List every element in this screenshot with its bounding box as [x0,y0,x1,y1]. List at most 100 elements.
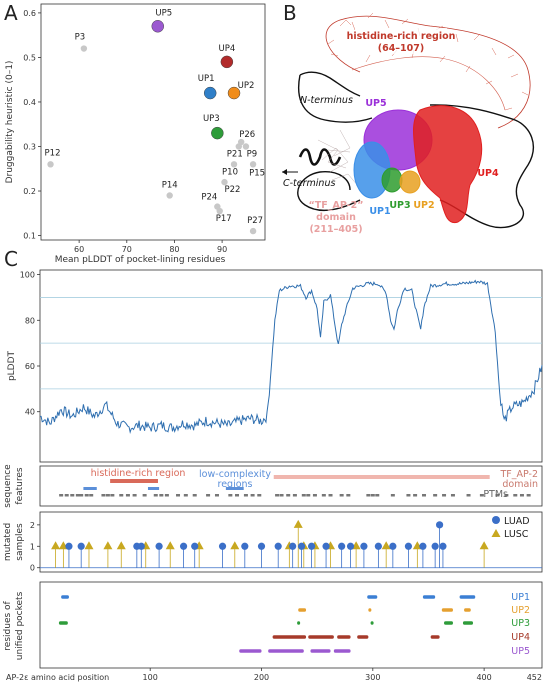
pocket-segment-up1 [422,595,436,599]
pocket-segment-up5 [268,649,304,653]
scatter-point-label-up2: UP2 [238,81,255,91]
luad-marker [179,542,188,550]
luad-marker [289,542,297,550]
protein-structure-illustration: histidine-rich region (64–107) UP5 UP1 U… [282,12,534,235]
unified-row-label-up1: UP1 [511,592,530,603]
ptm-mark [466,494,471,497]
unified-ylabel-1: residues of [3,600,13,650]
backbone-trace [297,71,534,229]
histidine-region-bar [110,479,158,483]
scatter-point-label-p9: P9 [247,149,258,159]
pocket-segment-up3 [444,621,453,625]
lusc-marker [84,541,94,550]
scatter-xtick-label: 90 [217,245,227,254]
panel-letter-a: A [4,1,18,25]
ptm-mark [292,494,297,497]
scatter-xlabel: Mean pLDDT of pocket-lining residues [55,255,226,265]
scatter-ytick-label: 0.3 [23,142,36,151]
ptm-mark [105,494,110,497]
position-xtick-label: 200 [254,673,269,682]
histidine-label: histidine-rich region [347,31,456,42]
pocket-segment-up5 [310,649,331,653]
ptm-mark [450,494,455,497]
luad-marker [137,542,145,550]
ptm-mark [286,494,291,497]
histidine-label-bg [355,28,447,54]
ptm-mark [59,494,64,497]
scatter-ylabel: Druggability heuristic (0–1) [5,61,15,184]
position-axis-label: AP-2ε amino acid position [6,673,109,682]
ptm-mark [422,494,427,497]
scatter-point-p22 [221,178,228,186]
pocket-segment-up2 [298,608,307,612]
luad-marker [77,542,85,550]
scatter-point-up1 [203,86,217,100]
scatter-point-label-p26: P26 [239,130,255,140]
scatter-point-label-p15: P15 [249,168,265,178]
position-xtick-label: 400 [476,673,491,682]
pocket-label-up4: UP4 [477,168,499,179]
lusc-marker [116,541,126,550]
unified-row-label-up2: UP2 [511,605,530,616]
ptm-mark [228,494,233,497]
low-complexity-bar [83,487,97,490]
pocket-segment-up3 [58,621,68,625]
position-xtick-label: 300 [365,673,380,682]
mutations-ytick-label: 0 [30,564,35,573]
ptm-mark [279,494,284,497]
ptm-mark [183,494,188,497]
pocket-label-up3: UP3 [389,200,410,211]
ptm-mark [75,494,80,497]
panel-letter-b: B [283,1,297,25]
ptm-mark [214,494,219,497]
pocket-label-up2: UP2 [413,200,434,211]
scatter-point-label-p17: P17 [216,214,232,224]
ptm-mark [192,494,197,497]
mutations-ylabel-1: mutated [3,523,13,561]
scatter-point-up4 [220,55,234,69]
tf-domain-bar [273,475,490,479]
ptm-mark [235,494,240,497]
scatter-point-label-p24: P24 [201,193,217,203]
scatter-point-p15 [249,161,257,168]
ptm-mark [375,494,380,497]
scatter-point-p14 [166,192,173,199]
low-complexity-label: low-complexity [199,469,271,480]
scatter-point-p17 [216,207,223,215]
lusc-marker [165,541,175,550]
scatter-point-p3 [80,45,88,52]
scatter-point-label-p10: P10 [222,167,238,177]
scatter-point-label-up5: UP5 [155,8,172,18]
legend-luad-marker [492,516,500,524]
luad-marker [274,542,282,550]
ptm-mark [142,494,147,497]
plddt-ytick-label: 80 [25,316,35,325]
n-terminus-label: N-terminus [300,95,353,106]
luad-marker [439,542,447,550]
luad-marker [257,542,266,550]
scatter-point-up3 [211,126,224,140]
scatter-frame [40,3,266,241]
luad-marker [404,542,413,550]
histidine-region-strand-2 [351,56,506,111]
ptm-mark [159,494,164,497]
scatter-point-label-up4: UP4 [218,44,235,54]
scatter-ytick-label: 0.1 [23,232,36,241]
low-complexity-bar [147,487,160,490]
pocket-segment-up1 [61,595,69,599]
ptm-mark [519,494,524,497]
luad-marker [322,542,330,550]
tf-domain-label: “TF_AP-2” [309,200,364,211]
tf-domain-range: (211–405) [309,224,362,235]
scatter-point-label-p12: P12 [45,148,61,158]
scatter-point-label-up1: UP1 [198,74,215,84]
unified-ylabel-2: unified pockets [15,591,25,660]
scatter-point-p12 [47,161,54,168]
mutations-ylabel-2: samples [15,523,25,561]
pocket-segment-up4 [430,635,440,639]
plddt-ytick-label: 40 [25,408,35,417]
pocket-segment-up2 [464,608,471,612]
low-complexity-bar [225,487,244,490]
ptm-label: PTMs [483,489,508,500]
pocket-up1-surface [353,141,391,199]
